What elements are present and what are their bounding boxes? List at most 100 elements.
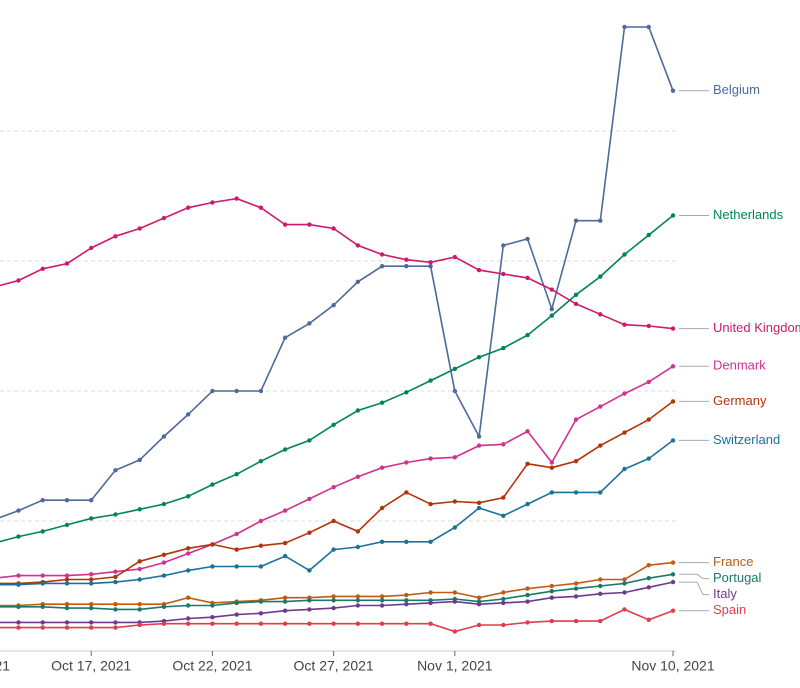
data-point xyxy=(452,629,458,634)
data-point xyxy=(622,252,627,257)
data-point xyxy=(428,539,433,544)
data-point xyxy=(16,625,21,630)
data-point xyxy=(282,553,288,559)
series-line xyxy=(0,608,674,633)
data-point xyxy=(161,501,167,507)
data-point xyxy=(670,213,676,218)
x-tick-label: Oct 17, 2021 xyxy=(51,658,131,674)
data-point xyxy=(622,24,627,30)
data-point xyxy=(525,236,530,242)
data-point xyxy=(307,222,312,227)
data-point xyxy=(379,505,385,511)
data-point xyxy=(598,312,603,317)
data-point xyxy=(501,345,506,351)
series xyxy=(0,572,676,612)
data-point xyxy=(331,303,336,308)
data-point xyxy=(113,574,118,580)
data-point xyxy=(307,321,312,326)
data-point xyxy=(670,399,676,404)
data-point xyxy=(89,577,94,582)
data-point xyxy=(137,559,142,564)
data-point xyxy=(161,604,167,609)
data-point xyxy=(549,490,554,495)
data-point xyxy=(501,513,506,518)
data-point xyxy=(307,496,312,502)
data-point xyxy=(210,603,215,608)
data-point xyxy=(549,595,554,600)
data-point xyxy=(501,495,506,500)
data-point xyxy=(622,607,627,612)
data-point xyxy=(501,590,506,595)
data-point xyxy=(161,434,167,439)
data-point xyxy=(525,592,530,598)
data-point xyxy=(16,582,21,587)
data-point xyxy=(89,245,94,251)
data-point xyxy=(234,600,239,606)
data-point xyxy=(282,447,288,452)
data-point xyxy=(64,522,70,528)
data-point xyxy=(234,531,239,537)
data-point xyxy=(331,594,336,599)
data-point xyxy=(598,274,603,279)
data-point xyxy=(113,602,118,607)
data-point xyxy=(210,542,215,547)
data-point xyxy=(355,621,361,626)
data-point xyxy=(501,596,506,602)
data-point xyxy=(525,461,530,466)
data-point xyxy=(331,605,336,611)
data-point xyxy=(549,583,554,589)
series-label: France xyxy=(713,554,753,569)
data-point xyxy=(307,621,312,626)
data-point xyxy=(113,468,118,473)
data-point xyxy=(113,234,118,239)
data-point xyxy=(113,625,118,630)
series xyxy=(0,196,676,331)
data-point xyxy=(137,607,142,612)
data-point xyxy=(646,585,651,590)
data-point xyxy=(185,205,191,210)
data-point xyxy=(307,438,312,443)
data-point xyxy=(64,581,70,586)
data-point xyxy=(622,322,627,327)
data-point xyxy=(355,603,361,608)
data-point xyxy=(331,598,336,603)
data-point xyxy=(185,616,191,621)
data-point xyxy=(282,599,288,604)
data-point xyxy=(476,355,482,360)
data-point xyxy=(428,600,433,606)
data-point xyxy=(113,512,118,517)
data-point xyxy=(137,507,142,512)
data-point xyxy=(598,404,603,409)
series xyxy=(0,24,676,519)
data-point xyxy=(646,576,651,581)
data-point xyxy=(16,278,21,283)
data-point xyxy=(89,602,94,607)
data-point xyxy=(379,539,385,544)
data-point xyxy=(331,485,336,490)
data-point xyxy=(476,267,482,273)
data-point xyxy=(428,590,433,595)
data-point xyxy=(16,620,21,625)
data-point xyxy=(258,518,264,524)
data-point xyxy=(185,551,191,556)
data-point xyxy=(113,607,118,612)
series-label: Switzerland xyxy=(713,432,780,447)
data-point xyxy=(379,400,385,405)
data-point xyxy=(185,568,191,573)
data-point xyxy=(428,378,433,383)
data-point xyxy=(355,594,361,599)
data-point xyxy=(258,543,264,548)
series xyxy=(0,560,676,608)
data-point xyxy=(501,600,506,606)
data-point xyxy=(476,505,482,511)
data-point xyxy=(113,620,118,625)
data-point xyxy=(16,534,21,539)
data-point xyxy=(355,474,361,479)
data-point xyxy=(573,618,579,624)
data-point xyxy=(89,516,94,521)
data-point xyxy=(428,260,433,265)
data-point xyxy=(646,617,651,622)
data-point xyxy=(404,264,409,269)
series-label: Portugal xyxy=(713,570,762,585)
data-point xyxy=(646,232,651,238)
